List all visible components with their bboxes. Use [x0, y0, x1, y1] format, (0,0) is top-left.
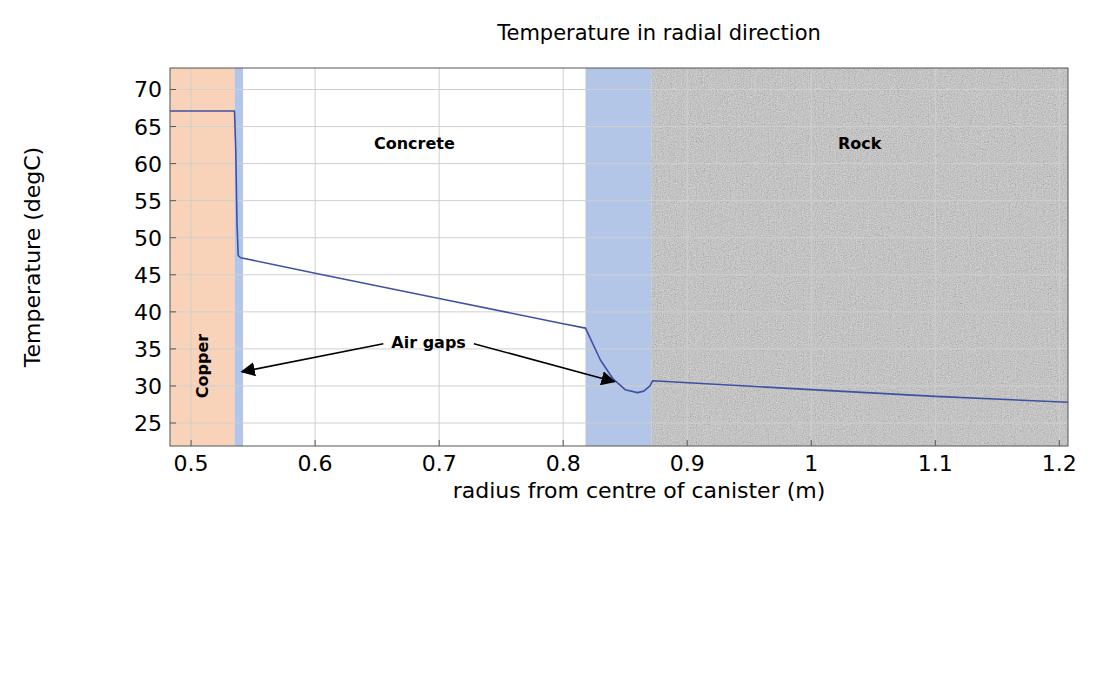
grid-line-y — [170, 385, 1068, 386]
tick-label-x: 0.7 — [422, 451, 457, 476]
grid-line-y — [170, 348, 1068, 349]
tick-y — [170, 311, 176, 312]
tick-x — [563, 440, 564, 446]
tick-label-x: 0.8 — [546, 451, 581, 476]
tick-label-x: 1 — [804, 451, 818, 476]
annotation: Air gaps — [391, 333, 466, 352]
tick-label-x: 0.6 — [298, 451, 333, 476]
tick-x — [191, 440, 192, 446]
tick-x — [1059, 440, 1060, 446]
tick-x — [811, 440, 812, 446]
tick-label-y: 70 — [134, 77, 162, 102]
tick-label-y: 40 — [134, 300, 162, 325]
tick-label-x: 0.9 — [670, 451, 705, 476]
annotation-arrow — [474, 344, 614, 382]
y-axis-title: Temperature (degC) — [20, 147, 45, 368]
grid-line-x — [563, 68, 564, 446]
tick-y — [170, 274, 176, 275]
region — [651, 68, 1068, 446]
tick-label-y: 35 — [134, 337, 162, 362]
temperature-line — [170, 111, 1068, 402]
tick-x — [687, 440, 688, 446]
tick-label-y: 30 — [134, 374, 162, 399]
grid-line-x — [439, 68, 440, 446]
x-axis-title: radius from centre of canister (m) — [453, 478, 826, 503]
tick-y — [170, 385, 176, 386]
region — [170, 68, 234, 446]
tick-x — [315, 440, 316, 446]
region — [586, 68, 652, 446]
tick-label-y: 60 — [134, 152, 162, 177]
tick-label-y: 25 — [134, 411, 162, 436]
tick-y — [170, 89, 176, 90]
region-label: Rock — [838, 134, 882, 153]
title: Temperature in radial direction — [496, 21, 821, 45]
tick-label-x: 0.5 — [174, 451, 209, 476]
grid-line-x — [315, 68, 316, 446]
region-label: Concrete — [374, 134, 455, 153]
tick-y — [170, 237, 176, 238]
grid-line-y — [170, 423, 1068, 424]
grid-line-y — [170, 89, 1068, 90]
grid-line-y — [170, 163, 1068, 164]
tick-y — [170, 423, 176, 424]
tick-y — [170, 200, 176, 201]
region — [243, 68, 585, 446]
grid-line-y — [170, 274, 1068, 275]
grid-line-x — [191, 68, 192, 446]
tick-y — [170, 126, 176, 127]
grid-line-x — [935, 68, 936, 446]
rock-texture — [651, 68, 1068, 446]
grid-line-y — [170, 126, 1068, 127]
grid-line-y — [170, 237, 1068, 238]
tick-y — [170, 348, 176, 349]
tick-x — [935, 440, 936, 446]
tick-x — [439, 440, 440, 446]
plot-frame — [170, 68, 1068, 446]
tick-label-y: 50 — [134, 226, 162, 251]
grid-line-y — [170, 200, 1068, 201]
region-label: Copper — [193, 334, 212, 398]
annotation-arrow — [242, 344, 383, 372]
chart: Temperature in radial direction 0.5 0.6 0.7… — [0, 0, 1094, 689]
grid-line-x — [687, 68, 688, 446]
tick-label-y: 55 — [134, 189, 162, 214]
tick-label-y: 65 — [134, 115, 162, 140]
tick-label-x: 1.1 — [918, 451, 953, 476]
grid-line-y — [170, 311, 1068, 312]
plot-area — [170, 68, 1068, 446]
grid-line-x — [1059, 68, 1060, 446]
tick-label-x: 1.2 — [1042, 451, 1077, 476]
tick-y — [170, 163, 176, 164]
tick-label-y: 45 — [134, 263, 162, 288]
